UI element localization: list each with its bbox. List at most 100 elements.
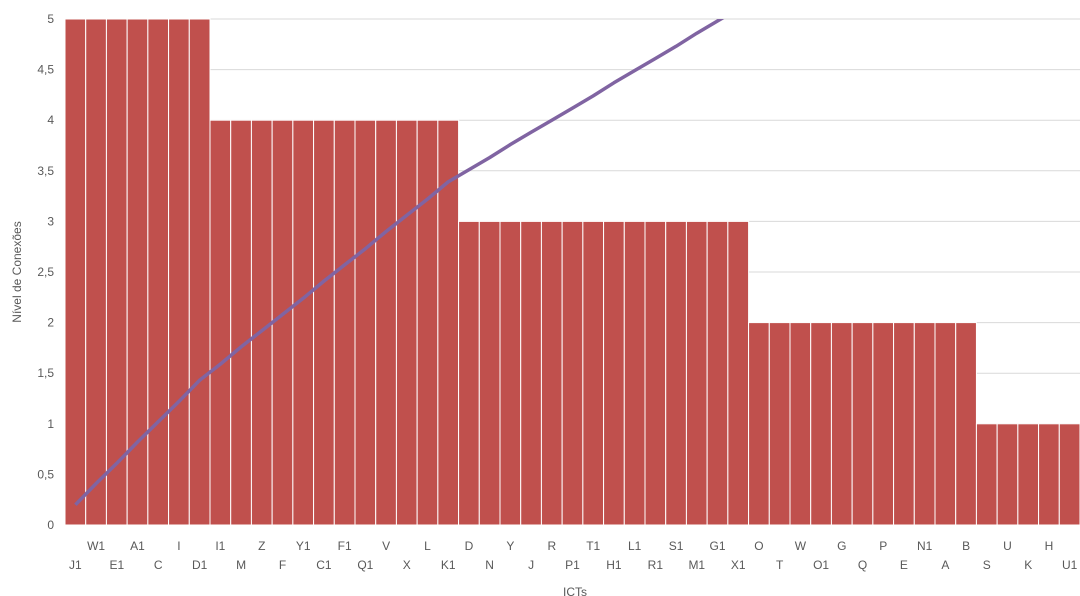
x-tick-label: X xyxy=(403,558,411,572)
bar xyxy=(768,322,791,526)
bar xyxy=(395,119,418,526)
bar xyxy=(561,220,584,526)
bar xyxy=(250,119,273,526)
x-tick-label: U1 xyxy=(1062,558,1078,572)
bar xyxy=(955,322,977,526)
x-tick-label: J1 xyxy=(69,558,82,572)
y-tick-label: 0,5 xyxy=(37,467,54,481)
x-tick-label: F1 xyxy=(338,539,352,553)
x-tick-label: N1 xyxy=(917,539,933,553)
bar xyxy=(168,18,190,526)
x-tick-label: N xyxy=(485,558,494,572)
bar xyxy=(748,322,770,526)
x-tick-label: I xyxy=(177,539,180,553)
bar xyxy=(685,220,708,526)
x-tick-label: D1 xyxy=(192,558,208,572)
bar xyxy=(706,220,729,526)
x-tick-label: K xyxy=(1024,558,1032,572)
bar xyxy=(230,119,252,526)
x-tick-label: O1 xyxy=(813,558,829,572)
bar xyxy=(64,18,87,526)
y-tick-label: 5 xyxy=(47,12,54,26)
bar xyxy=(85,18,107,526)
y-tick-label: 0 xyxy=(47,518,54,532)
bar xyxy=(1058,423,1080,526)
x-tick-label: P1 xyxy=(565,558,580,572)
x-tick-label: T xyxy=(776,558,784,572)
x-tick-label: U xyxy=(1003,539,1012,553)
x-tick-label: M1 xyxy=(688,558,705,572)
x-tick-label: Z xyxy=(258,539,265,553)
bar xyxy=(789,322,812,526)
x-tick-label: S1 xyxy=(669,539,684,553)
y-axis-ticks: 0 0,5 1 1,5 2 2,5 3 3,5 4 4,5 5 xyxy=(37,12,54,532)
bar xyxy=(934,322,957,526)
bar xyxy=(851,322,874,526)
bar xyxy=(209,119,232,526)
bar xyxy=(665,220,687,526)
y-tick-label: 3,5 xyxy=(37,164,54,178)
bar xyxy=(271,119,294,526)
x-tick-label: G1 xyxy=(709,539,725,553)
bar xyxy=(105,18,128,526)
y-axis-label: Nível de Conexões xyxy=(10,221,24,322)
bar xyxy=(1038,423,1060,526)
x-tick-label: Q xyxy=(858,558,867,572)
bar xyxy=(540,220,563,526)
x-tick-label: Q1 xyxy=(357,558,373,572)
x-tick-label: V xyxy=(382,539,390,553)
x-tick-label: P xyxy=(879,539,887,553)
bar xyxy=(188,18,211,526)
bar xyxy=(913,322,936,526)
x-axis-label: ICTs xyxy=(563,585,587,596)
x-tick-label: R1 xyxy=(648,558,664,572)
bar xyxy=(623,220,646,526)
x-tick-label: L xyxy=(424,539,431,553)
x-tick-label: T1 xyxy=(586,539,600,553)
bar xyxy=(582,220,605,526)
bar xyxy=(603,220,625,526)
x-tick-label: A1 xyxy=(130,539,145,553)
cumulative-line xyxy=(74,19,725,507)
x-tick-label: B xyxy=(962,539,970,553)
bar xyxy=(727,220,750,526)
x-tick-label: D xyxy=(465,539,474,553)
x-tick-label: R xyxy=(547,539,556,553)
bar xyxy=(354,119,377,526)
bars xyxy=(64,18,1080,526)
x-tick-label: C xyxy=(154,558,163,572)
bar xyxy=(313,119,335,526)
cumulative-series-line xyxy=(74,19,725,507)
x-tick-label: F xyxy=(279,558,286,572)
x-tick-label: E1 xyxy=(109,558,124,572)
bar xyxy=(893,322,915,526)
x-tick-label: A xyxy=(941,558,949,572)
bar xyxy=(872,322,895,526)
x-tick-label: Y1 xyxy=(296,539,311,553)
x-tick-label: W1 xyxy=(87,539,105,553)
x-tick-label: H1 xyxy=(606,558,622,572)
x-tick-label: S xyxy=(983,558,991,572)
bar xyxy=(458,220,480,526)
y-tick-label: 2,5 xyxy=(37,265,54,279)
bar xyxy=(499,220,522,526)
x-tick-label: M xyxy=(236,558,246,572)
x-tick-label: O xyxy=(754,539,763,553)
y-tick-label: 2 xyxy=(47,316,54,330)
x-tick-label: L1 xyxy=(628,539,642,553)
bar xyxy=(644,220,667,526)
bar xyxy=(416,119,439,526)
bar xyxy=(147,18,170,526)
bar xyxy=(375,119,397,526)
y-tick-label: 3 xyxy=(47,214,54,228)
bar xyxy=(478,220,501,526)
x-tick-label: I1 xyxy=(215,539,225,553)
x-tick-label: J xyxy=(528,558,534,572)
bar xyxy=(333,119,356,526)
x-tick-label: X1 xyxy=(731,558,746,572)
bar xyxy=(810,322,832,526)
bar xyxy=(292,119,315,526)
bar xyxy=(830,322,853,526)
